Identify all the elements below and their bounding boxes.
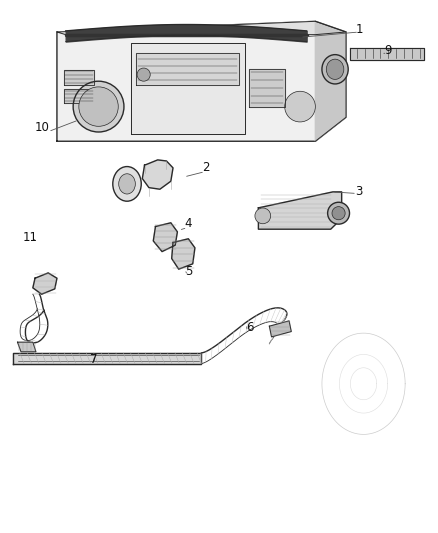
Polygon shape — [258, 192, 342, 229]
Polygon shape — [13, 353, 201, 364]
Polygon shape — [136, 53, 239, 85]
Ellipse shape — [113, 166, 141, 201]
Polygon shape — [315, 21, 346, 141]
Circle shape — [332, 207, 345, 220]
Polygon shape — [57, 21, 346, 141]
Polygon shape — [172, 239, 195, 269]
Ellipse shape — [322, 54, 348, 84]
Polygon shape — [64, 70, 94, 85]
Text: 4: 4 — [184, 217, 192, 230]
Polygon shape — [57, 21, 346, 35]
Text: 11: 11 — [23, 231, 38, 244]
Polygon shape — [18, 342, 36, 352]
Polygon shape — [249, 69, 285, 107]
Text: 9: 9 — [384, 44, 392, 57]
Polygon shape — [153, 223, 177, 252]
Circle shape — [328, 202, 350, 224]
Ellipse shape — [119, 174, 135, 194]
Circle shape — [73, 81, 124, 132]
Polygon shape — [350, 48, 424, 60]
Text: 2: 2 — [202, 161, 210, 174]
Polygon shape — [269, 321, 291, 337]
Text: 6: 6 — [246, 321, 254, 334]
Text: 3: 3 — [356, 185, 363, 198]
Circle shape — [255, 208, 271, 224]
Circle shape — [79, 87, 118, 126]
Text: 5: 5 — [185, 265, 192, 278]
Polygon shape — [142, 160, 173, 189]
Polygon shape — [64, 90, 94, 102]
Circle shape — [137, 68, 150, 81]
Polygon shape — [131, 43, 245, 134]
Text: 7: 7 — [90, 353, 98, 366]
Circle shape — [285, 91, 315, 122]
Ellipse shape — [326, 59, 344, 79]
Text: 1: 1 — [355, 23, 363, 36]
Text: 10: 10 — [34, 122, 49, 134]
Polygon shape — [33, 273, 57, 294]
